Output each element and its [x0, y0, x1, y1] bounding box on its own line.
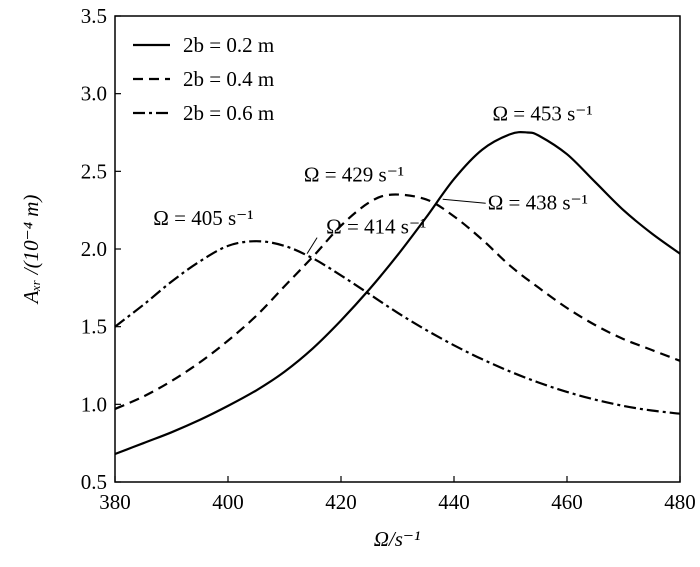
peak-annotation: Ω = 453 s⁻¹ — [492, 102, 592, 126]
x-tick-label: 480 — [664, 490, 696, 514]
legend: 2b = 0.2 m 2b = 0.4 m 2b = 0.6 m — [133, 33, 274, 125]
y-tick-label: 3.5 — [81, 4, 107, 28]
y-tick-label: 2.0 — [81, 237, 107, 261]
annotation-layer: Ω = 453 s⁻¹ Ω = 429 s⁻¹ Ω = 438 s⁻¹ Ω = 405… — [153, 102, 593, 254]
series-line-3 — [114, 240, 681, 415]
x-tick-label: 440 — [438, 490, 470, 514]
y-tick-label: 2.5 — [81, 159, 107, 183]
series-layer — [114, 131, 681, 456]
x-tick-label: 460 — [551, 490, 583, 514]
x-tick-label: 380 — [99, 490, 131, 514]
series-line-2 — [114, 193, 681, 411]
y-tick-label: 1.0 — [81, 392, 107, 416]
y-tick-label: 0.5 — [81, 470, 107, 494]
annotation-leader — [442, 198, 486, 204]
x-tick-label: 420 — [325, 490, 357, 514]
peak-annotation: Ω = 414 s⁻¹ — [326, 215, 426, 239]
x-tick-label: 400 — [212, 490, 244, 514]
x-axis-title: Ω/s⁻¹ — [374, 527, 421, 551]
peak-annotation: Ω = 438 s⁻¹ — [488, 190, 588, 214]
peak-annotation: Ω = 429 s⁻¹ — [304, 163, 404, 187]
peak-annotation: Ω = 405 s⁻¹ — [153, 206, 253, 230]
annotation-leader — [306, 237, 318, 254]
legend-label: 2b = 0.4 m — [183, 67, 274, 91]
legend-label: 2b = 0.6 m — [183, 101, 274, 125]
series-line-1 — [114, 131, 681, 456]
y-tick-label: 1.5 — [81, 315, 107, 339]
y-axis-title: Aₓᵣ /(10⁻⁴ m) — [19, 195, 43, 306]
legend-label: 2b = 0.2 m — [183, 33, 274, 57]
y-tick-label: 3.0 — [81, 82, 107, 106]
ticks-layer: 380 400 420 440 460 480 0.5 1.0 1.5 2.0 2.5 3.0 3.5 — [81, 4, 696, 514]
